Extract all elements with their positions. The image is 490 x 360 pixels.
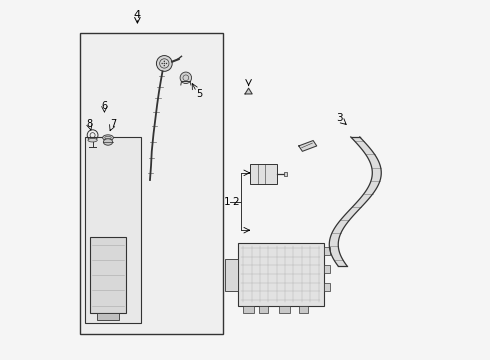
Text: 3: 3	[336, 113, 343, 123]
Circle shape	[164, 60, 165, 62]
Bar	[90, 237, 126, 313]
Bar	[324, 283, 330, 291]
Bar	[243, 306, 254, 314]
Circle shape	[164, 63, 165, 64]
Text: 7: 7	[110, 120, 116, 129]
Ellipse shape	[88, 138, 97, 142]
Bar	[259, 306, 269, 314]
Text: 1: 1	[224, 197, 230, 207]
Bar	[97, 313, 119, 320]
Bar	[85, 137, 141, 323]
Text: 8: 8	[87, 120, 93, 129]
Bar	[284, 172, 287, 176]
Polygon shape	[245, 88, 252, 94]
Text: 5: 5	[196, 89, 202, 99]
Bar	[80, 33, 223, 334]
Bar	[238, 243, 324, 306]
Bar	[225, 259, 238, 291]
Polygon shape	[329, 137, 381, 266]
Text: 2: 2	[232, 197, 239, 207]
Ellipse shape	[102, 135, 113, 140]
Bar	[324, 247, 330, 255]
Circle shape	[156, 55, 172, 71]
Circle shape	[166, 63, 167, 64]
Bar	[279, 306, 290, 314]
Circle shape	[164, 65, 165, 66]
Ellipse shape	[103, 139, 113, 145]
Circle shape	[180, 72, 192, 84]
Bar	[299, 306, 308, 314]
Text: 6: 6	[101, 102, 107, 112]
Text: 4: 4	[134, 10, 141, 20]
Polygon shape	[299, 140, 317, 151]
Bar	[250, 164, 277, 184]
Circle shape	[161, 63, 163, 64]
Bar	[324, 265, 330, 273]
